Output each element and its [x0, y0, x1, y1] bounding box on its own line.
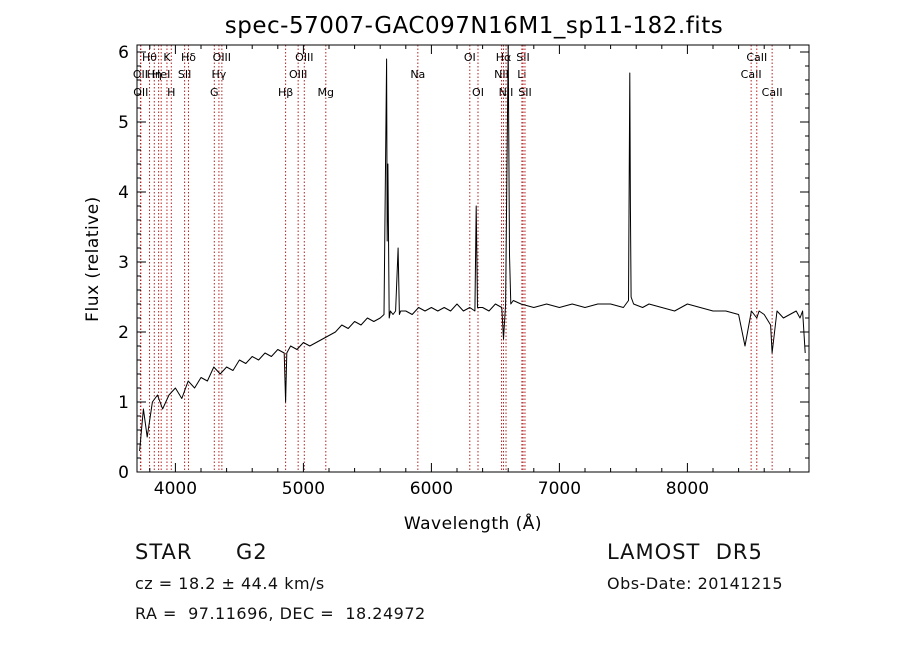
- y-tick-label: 6: [118, 43, 129, 63]
- line-label: NII: [499, 86, 514, 99]
- spectral-subclass: G2: [236, 540, 268, 564]
- y-tick-label: 5: [118, 113, 129, 133]
- y-tick-label: 3: [118, 253, 129, 273]
- redshift-readout: cz = 18.2 ± 44.4 km/s: [135, 574, 325, 593]
- line-label: SII: [518, 86, 531, 99]
- plot-frame: [136, 44, 810, 473]
- line-label: Hδ: [181, 51, 196, 64]
- axes: 4000 5000 6000 7000 8000 0 1 2 3 4 5 6: [118, 43, 809, 499]
- line-label: SII: [516, 51, 529, 64]
- x-tick-label: 4000: [154, 479, 197, 499]
- spectral-line-markers: OIIOIIHθHηHeIKHSIIHδGHγOIIIHβOIIIOIIIMgN…: [133, 45, 783, 472]
- line-label: CaII: [741, 68, 762, 81]
- survey-name: LAMOST DR5: [607, 540, 763, 564]
- y-tick-label: 4: [118, 183, 129, 203]
- line-label: OI: [464, 51, 476, 64]
- line-label: Hη: [147, 68, 162, 81]
- line-label: Hα: [496, 51, 512, 64]
- x-tick-label: 5000: [282, 479, 325, 499]
- line-label: OI: [472, 86, 484, 99]
- spectrum-series: [139, 44, 806, 452]
- line-label: Na: [410, 68, 425, 81]
- y-tick-label: 1: [118, 393, 129, 413]
- y-axis-label: Flux (relative): [83, 196, 103, 322]
- line-label: OIII: [213, 51, 231, 64]
- line-label: Hβ: [278, 86, 293, 99]
- line-label: Li: [517, 68, 526, 81]
- line-label: SII: [178, 68, 191, 81]
- object-class: STAR: [135, 540, 193, 564]
- line-label: NII: [494, 68, 509, 81]
- x-tick-label: 7000: [538, 479, 581, 499]
- line-label: CaII: [746, 51, 767, 64]
- line-label: OII: [133, 86, 148, 99]
- line-label: HeI: [152, 68, 170, 81]
- chart-title: spec-57007-GAC097N16M1_sp11-182.fits: [225, 13, 723, 39]
- line-label: G: [210, 86, 219, 99]
- line-label: K: [163, 51, 171, 64]
- line-label: Mg: [318, 86, 334, 99]
- line-label: Hθ: [142, 51, 157, 64]
- y-tick-label: 2: [118, 323, 129, 343]
- obs-date: Obs-Date: 20141215: [607, 574, 784, 593]
- line-label: CaII: [762, 86, 783, 99]
- x-axis-label: Wavelength (Å): [404, 512, 542, 534]
- line-label: Hγ: [212, 68, 227, 81]
- spectrum-line: [139, 44, 806, 452]
- x-tick-label: 6000: [410, 479, 453, 499]
- y-tick-label: 0: [118, 463, 129, 483]
- x-tick-label: 8000: [666, 479, 709, 499]
- line-label: OIII: [289, 68, 307, 81]
- coordinates: RA = 97.11696, DEC = 18.24972: [135, 604, 426, 623]
- line-label: H: [167, 86, 175, 99]
- line-label: OIII: [295, 51, 313, 64]
